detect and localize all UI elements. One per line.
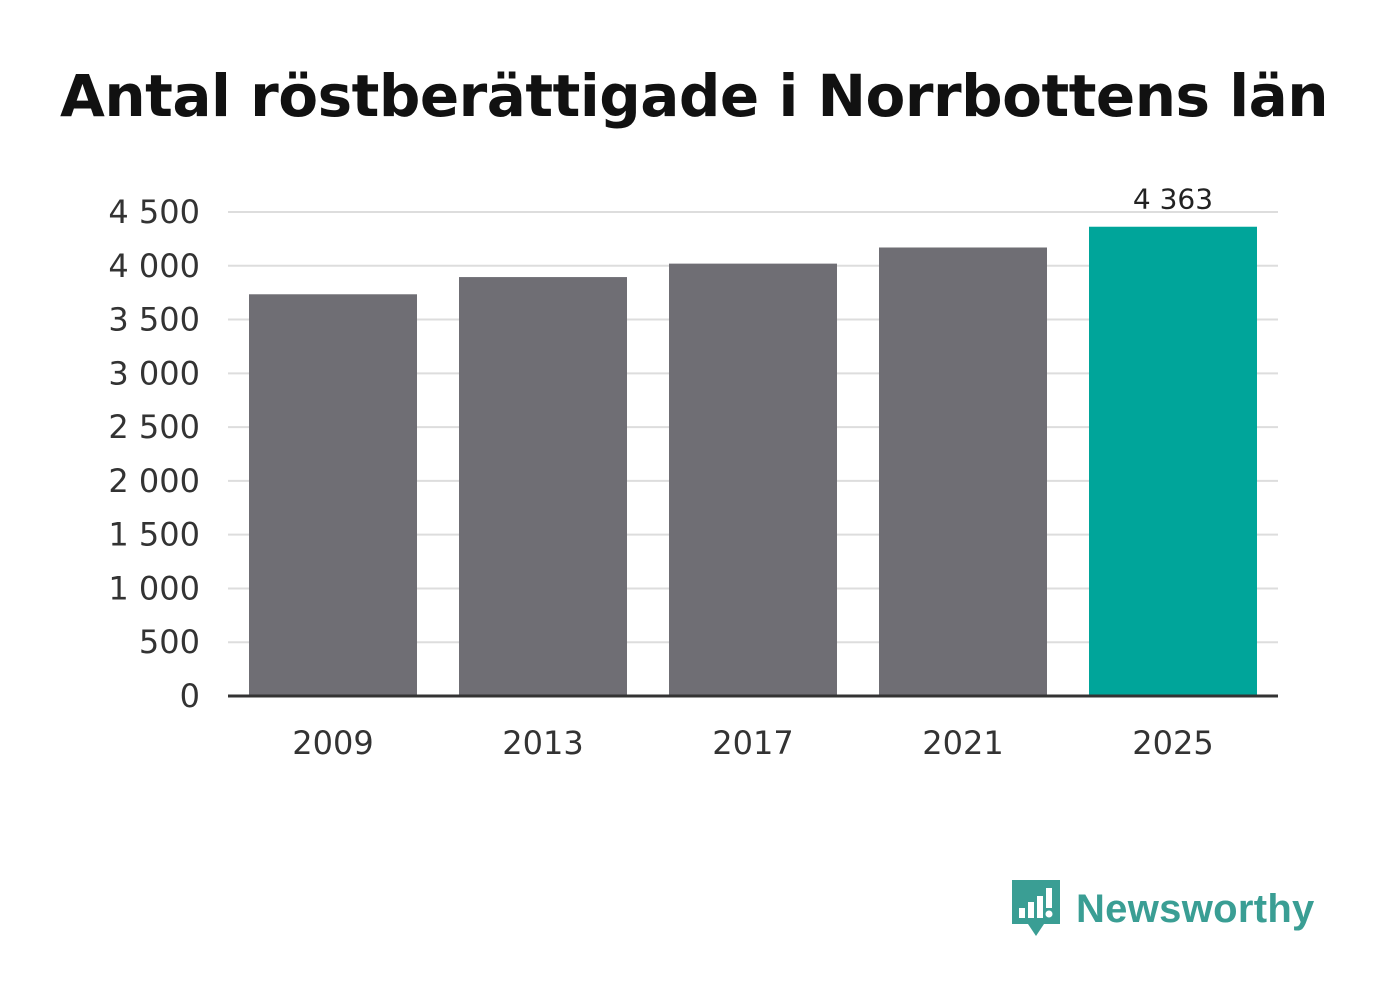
y-tick-label: 4 500 xyxy=(108,193,200,231)
data-labels: 4 363 xyxy=(1133,183,1213,216)
y-tick-label: 0 xyxy=(180,677,200,715)
x-axis-ticks: 2009 2013 2017 2021 2025 xyxy=(292,724,1213,762)
x-tick-label: 2025 xyxy=(1132,724,1213,762)
bar-2009 xyxy=(249,294,417,696)
bar-2025 xyxy=(1089,226,1257,696)
x-tick-label: 2009 xyxy=(292,724,373,762)
brand-name: Newsworthy xyxy=(1076,886,1315,931)
y-tick-label: 1 000 xyxy=(108,569,200,607)
x-tick-label: 2017 xyxy=(712,724,793,762)
bars xyxy=(249,226,1257,696)
bar-2013 xyxy=(459,277,627,696)
data-label: 4 363 xyxy=(1133,183,1213,216)
x-tick-label: 2013 xyxy=(502,724,583,762)
y-tick-label: 4 000 xyxy=(108,247,200,285)
y-tick-label: 2 500 xyxy=(108,408,200,446)
newsworthy-logo-icon xyxy=(1012,880,1060,936)
y-tick-label: 3 000 xyxy=(108,354,200,392)
y-axis-ticks: 0 500 1 000 1 500 2 000 2 500 3 000 3 500 4 000 4… xyxy=(108,193,200,715)
x-tick-label: 2021 xyxy=(922,724,1003,762)
y-tick-label: 3 500 xyxy=(108,301,200,339)
newsworthy-brand: Newsworthy xyxy=(1010,878,1315,940)
y-tick-label: 1 500 xyxy=(108,516,200,554)
bar-2017 xyxy=(669,263,837,696)
chart-title: Antal röstberättigade i Norrbottens län xyxy=(60,62,1329,130)
y-tick-label: 500 xyxy=(139,623,200,661)
y-tick-label: 2 000 xyxy=(108,462,200,500)
bar-2021 xyxy=(879,247,1047,696)
